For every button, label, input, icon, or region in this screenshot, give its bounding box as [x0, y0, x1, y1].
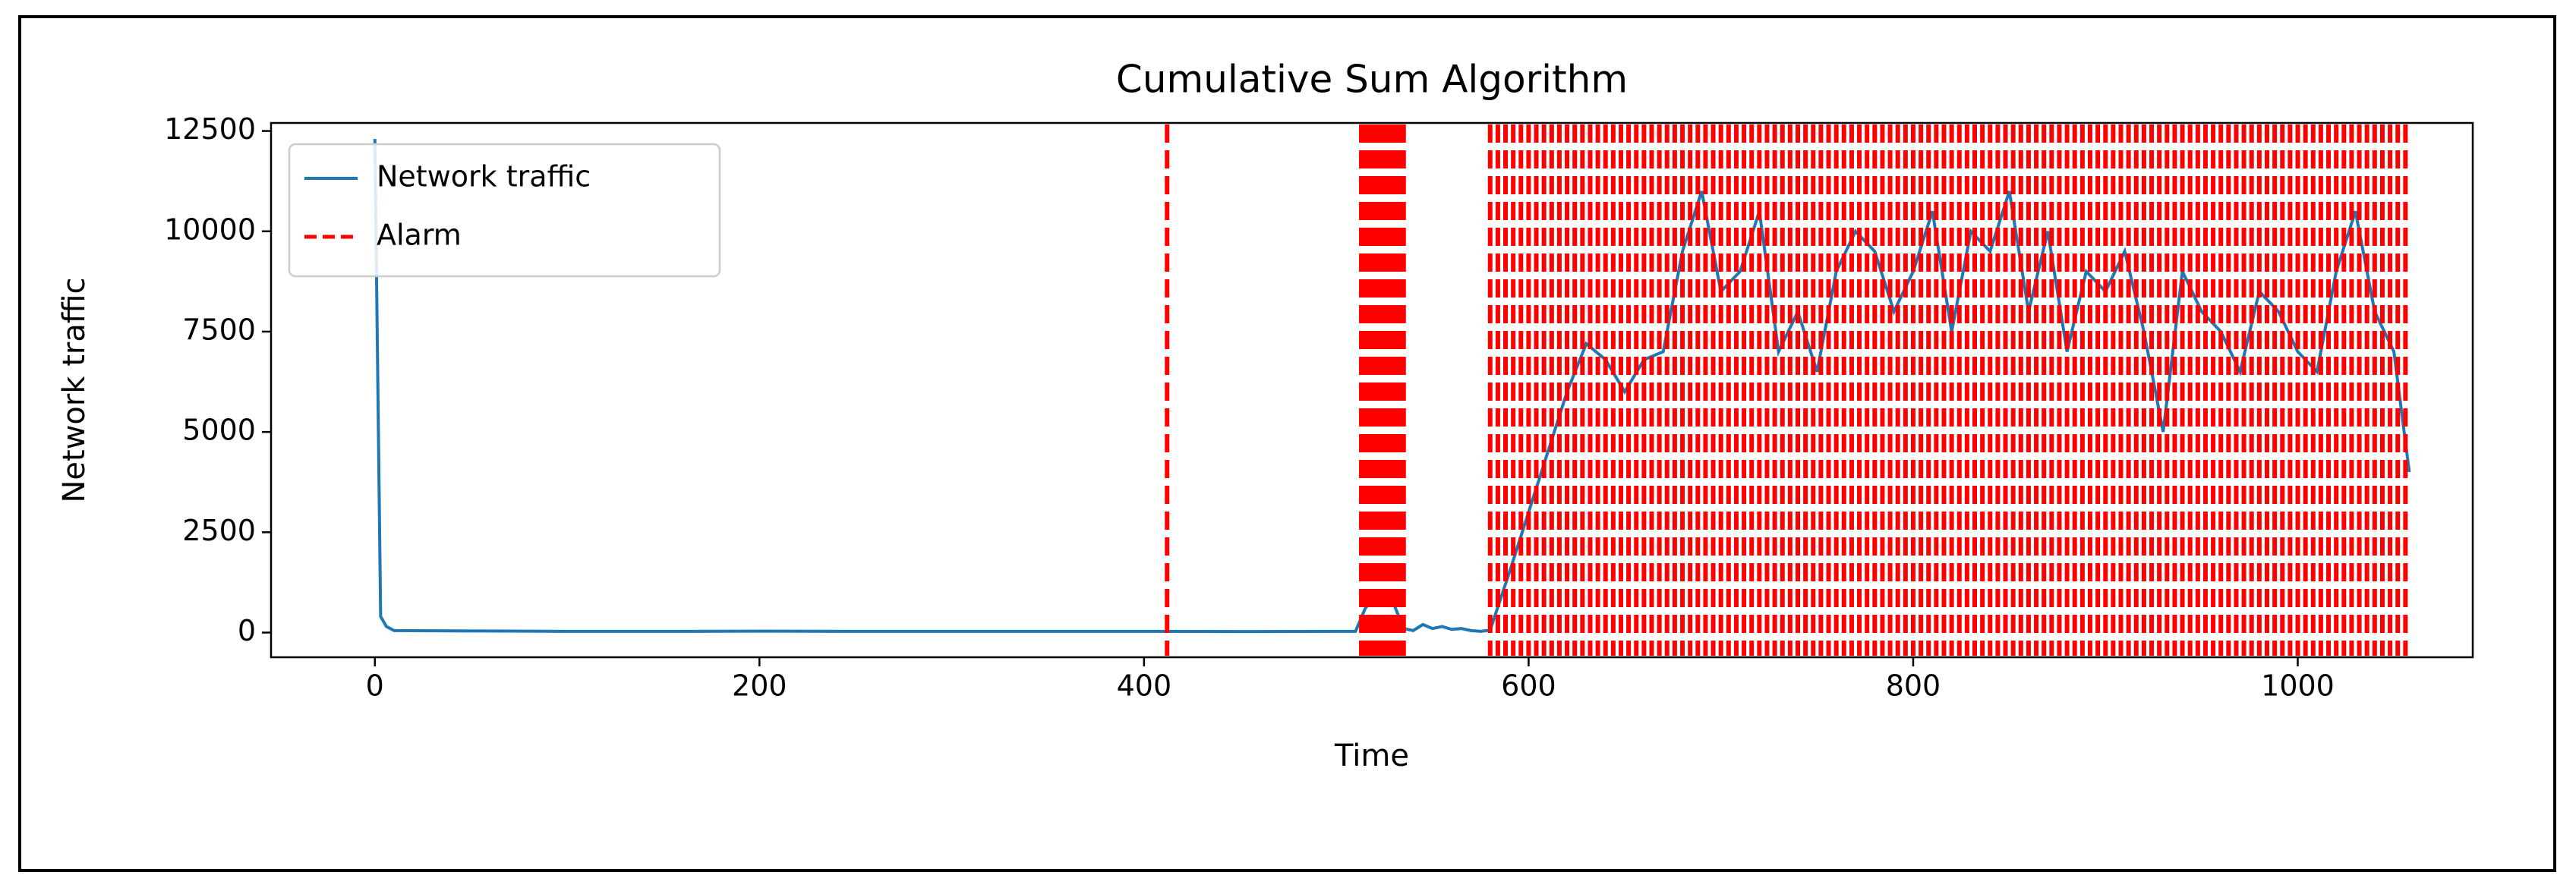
y-tick-label: 7500 — [182, 313, 256, 346]
x-tick-label: 600 — [1501, 669, 1556, 703]
legend-label: Alarm — [377, 219, 462, 252]
chart-title: Cumulative Sum Algorithm — [1116, 58, 1628, 102]
traffic-line — [373, 139, 2411, 634]
plot-frame — [270, 121, 2474, 659]
x-tick-label: 200 — [732, 669, 787, 703]
y-axis-label: Network traffic — [57, 277, 92, 502]
x-axis-label: Time — [1334, 738, 1409, 773]
x-tick-label: 1000 — [2261, 669, 2335, 703]
y-tick-label: 5000 — [182, 414, 256, 447]
y-tick-label: 2500 — [182, 514, 256, 547]
legend-label: Network traffic — [377, 160, 591, 194]
y-tick-label: 0 — [238, 614, 256, 647]
x-tick-label: 800 — [1886, 669, 1941, 703]
y-tick-label: 10000 — [164, 213, 256, 246]
x-tick-label: 0 — [366, 669, 384, 703]
x-tick-label: 400 — [1117, 669, 1172, 703]
legend-box — [288, 143, 721, 278]
y-tick-label: 12500 — [164, 112, 256, 146]
